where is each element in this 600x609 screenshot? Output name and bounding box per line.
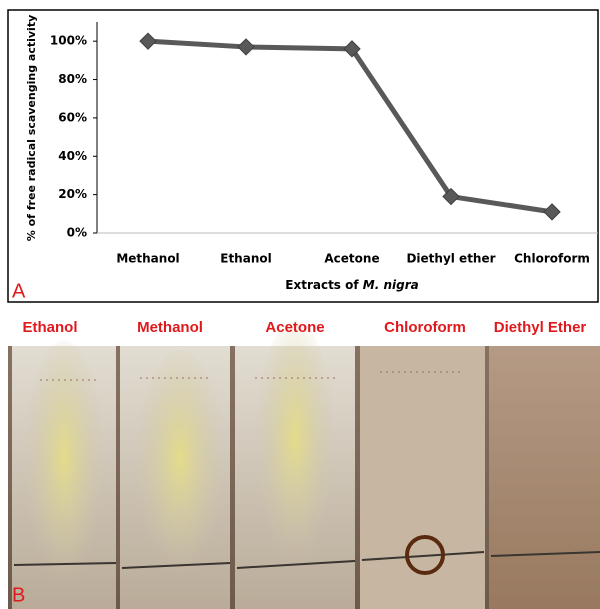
y-tick-label: 80% — [58, 72, 87, 86]
x-axis-label-italic: M. nigra — [363, 278, 419, 292]
strip — [489, 346, 600, 609]
y-tick-label: 100% — [50, 34, 87, 48]
strip-label: Acetone — [265, 319, 324, 336]
x-tick-label: Ethanol — [220, 252, 271, 266]
panel-letter: B — [12, 584, 25, 606]
spot — [135, 350, 225, 590]
y-tick-label: 20% — [58, 187, 87, 201]
strip-label: Chloroform — [384, 319, 466, 336]
y-tick-label: 0% — [67, 226, 87, 240]
strip — [360, 346, 485, 609]
spot — [24, 340, 104, 600]
x-tick-label: Chloroform — [514, 252, 590, 266]
x-tick-label: Acetone — [324, 252, 379, 266]
y-tick-label: 40% — [58, 149, 87, 163]
panel-letter: A — [12, 280, 26, 302]
x-axis-label: Extracts of M. nigra — [285, 278, 418, 292]
strip-label: Methanol — [137, 319, 203, 336]
spot — [255, 320, 335, 580]
y-tick-label: 60% — [58, 110, 87, 124]
x-tick-label: Diethyl ether — [406, 252, 495, 266]
x-tick-label: Methanol — [116, 252, 179, 266]
figure: A % of free radical scavenging activity … — [0, 0, 600, 609]
strip-label: Diethyl Ether — [494, 319, 587, 336]
tlc-photo — [8, 308, 600, 609]
y-axis-label: % of free radical scavenging activity — [25, 15, 38, 242]
x-axis-label-text: Extracts of — [285, 278, 359, 292]
strip-label: Ethanol — [23, 319, 78, 336]
